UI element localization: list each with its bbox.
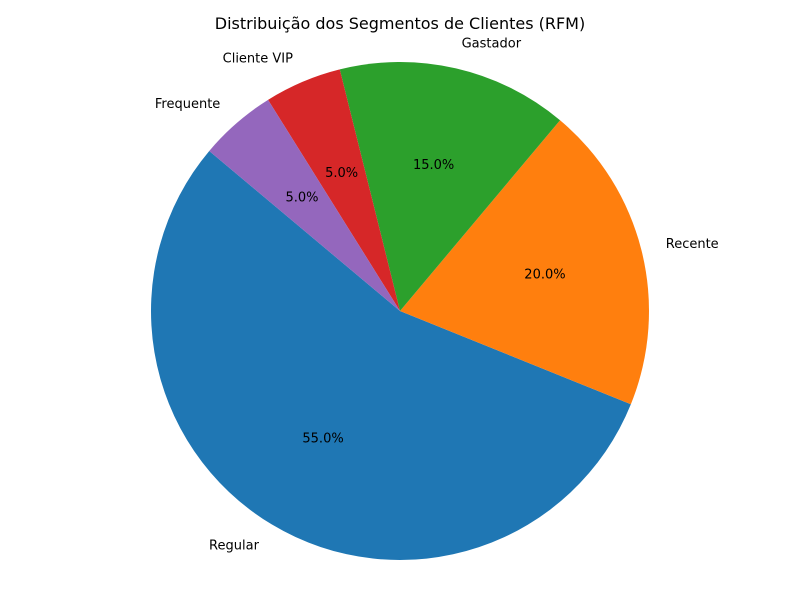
slice-label-cliente-vip: Cliente VIP [223, 51, 293, 66]
pie-slice-frequente [209, 99, 400, 311]
percent-label-regular: 55.0% [302, 432, 343, 447]
pie-labels: Regular 55.0% Recente 20.0% Gastador 15.0% Cli… [155, 37, 719, 554]
pie-slice-cliente-vip [268, 69, 400, 311]
pie-slice-gastador [339, 61, 561, 311]
percent-label-frequente: 5.0% [285, 191, 318, 206]
percent-label-gastador: 15.0% [413, 158, 454, 173]
pie-slices [150, 61, 649, 561]
chart-title: Distribuição dos Segmentos de Clientes (… [215, 14, 585, 33]
pie-slice-regular [150, 150, 631, 561]
slice-label-regular: Regular [209, 538, 260, 553]
slice-label-recente: Recente [666, 237, 719, 252]
slice-label-frequente: Frequente [155, 97, 220, 112]
percent-label-recente: 20.0% [524, 267, 565, 282]
pie-slice-recente [400, 120, 649, 405]
slice-label-gastador: Gastador [462, 37, 522, 52]
percent-label-cliente-vip: 5.0% [325, 166, 358, 181]
